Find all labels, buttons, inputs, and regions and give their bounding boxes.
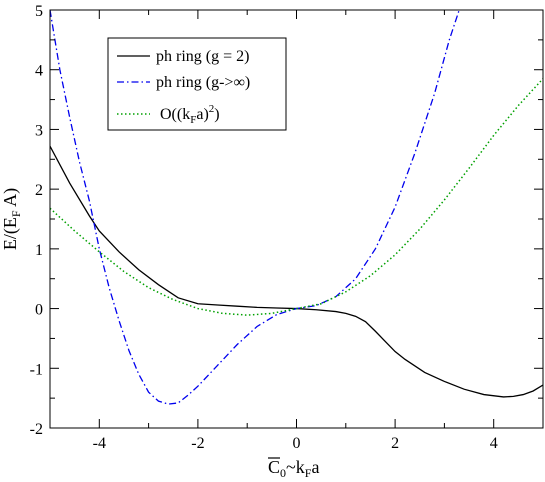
y-tick-label: 2 [35, 182, 43, 199]
y-tick-label: 1 [35, 242, 43, 259]
series-line-1 [50, 10, 460, 405]
legend-label-g2: ph ring (g = 2) [156, 48, 249, 65]
x-tick-label: -4 [93, 435, 106, 452]
legend-label-ginf: ph ring (g->∞) [156, 74, 250, 91]
legend: ph ring (g = 2) ph ring (g->∞) O((kFa)2) [107, 37, 287, 131]
y-tick-label: -2 [30, 421, 43, 438]
y-axis-label: E/(EF A) [0, 188, 23, 250]
x-tick-label: 4 [490, 435, 498, 452]
y-tick-label: 3 [35, 122, 43, 139]
series-line-2 [50, 78, 543, 316]
x-tick-label: -2 [191, 435, 204, 452]
svg-text:C0~kFa: C0~kFa [268, 457, 319, 480]
x-tick-label: 2 [391, 435, 399, 452]
legend-label-order2: O((kFa)2) [160, 103, 220, 126]
svg-text:E/(EF A): E/(EF A) [0, 188, 23, 250]
y-tick-label: -1 [30, 361, 43, 378]
series-line-0 [50, 145, 543, 398]
y-tick-label: 0 [35, 302, 43, 319]
x-tick-label: 0 [293, 435, 301, 452]
y-tick-label: 5 [35, 3, 43, 20]
x-axis-label: C0~kFa [268, 457, 319, 480]
ticks-layer: -4 -2 0 2 4 -2 -1 0 1 2 3 4 5 [30, 3, 544, 452]
y-tick-label: 4 [35, 63, 43, 80]
series-layer [50, 10, 543, 405]
